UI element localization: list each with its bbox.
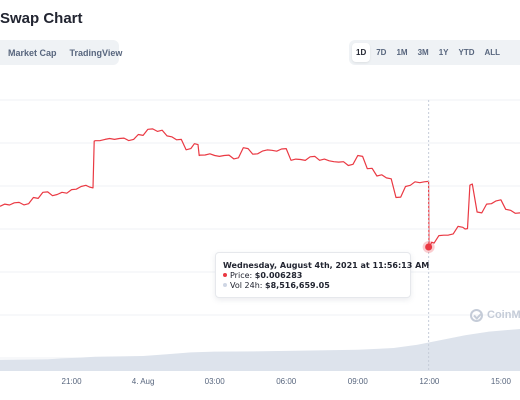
coinmarketcap-logo-icon <box>470 308 483 322</box>
range-tab-1y[interactable]: 1Y <box>438 48 449 57</box>
tab-tradingview[interactable]: TradingView <box>69 47 123 58</box>
range-tab-3m[interactable]: 3M <box>417 48 429 57</box>
chart-gridlines <box>0 99 520 359</box>
chart-tooltip: Wednesday, August 4th, 2021 at 11:56:13 … <box>215 252 430 298</box>
tooltip-date: Wednesday, August 4th, 2021 at 11:56:13 … <box>223 261 430 270</box>
range-tab-all[interactable]: ALL <box>484 48 501 57</box>
tooltip-price-label: Price: <box>230 271 253 280</box>
page-title: Swap Chart <box>0 10 83 27</box>
price-line <box>0 128 520 249</box>
price-dot-icon <box>223 273 227 277</box>
highlight-point <box>425 243 433 251</box>
x-tick-label: 21:00 <box>62 377 83 386</box>
watermark-text: CoinM <box>487 309 520 321</box>
volume-area <box>0 329 520 371</box>
coinmarketcap-watermark: CoinM <box>470 307 520 323</box>
tab-market-cap[interactable]: Market Cap <box>8 47 57 58</box>
x-tick-label: 4. Aug <box>132 377 155 386</box>
x-tick-label: 12:00 <box>419 377 440 386</box>
tooltip-volume-label: Vol 24h: <box>230 281 263 290</box>
range-tab-1d[interactable]: 1D <box>352 43 371 62</box>
tooltip-volume-row: Vol 24h: $8,516,659.05 <box>223 281 410 291</box>
tooltip-volume-value: $8,516,659.05 <box>265 281 330 290</box>
tooltip-price-value: $0.006283 <box>254 271 303 280</box>
range-tab-7d[interactable]: 7D <box>376 48 387 57</box>
x-tick-label: 09:00 <box>348 377 369 386</box>
view-tabs: Market Cap TradingView <box>0 40 122 65</box>
range-tab-ytd[interactable]: YTD <box>458 48 475 57</box>
x-tick-label: 15:00 <box>491 377 512 386</box>
range-tab-1m[interactable]: 1M <box>396 48 408 57</box>
x-axis-ticks: 21:00 4. Aug 03:00 06:00 09:00 12:00 15:00 <box>62 377 512 386</box>
x-tick-label: 06:00 <box>276 377 297 386</box>
tooltip-price-row: Price: $0.006283 <box>223 271 410 281</box>
range-tabs: 1D 7D 1M 3M 1Y YTD ALL <box>349 40 520 65</box>
volume-dot-icon <box>223 283 227 287</box>
x-tick-label: 03:00 <box>205 377 226 386</box>
